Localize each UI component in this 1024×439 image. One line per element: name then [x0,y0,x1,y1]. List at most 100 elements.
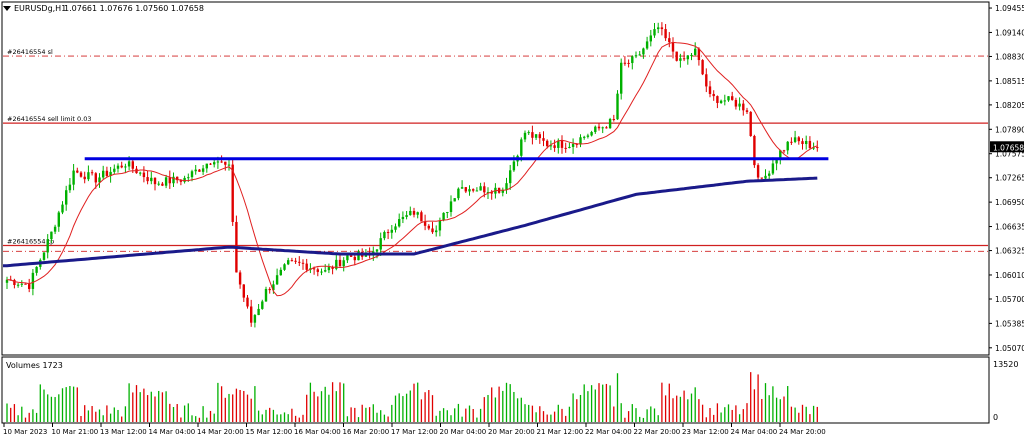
candle-body [571,143,575,147]
candle-body [801,141,804,145]
candle-body [657,27,660,30]
candle-body [250,306,253,323]
candle-body [797,137,800,142]
candle-body [560,140,564,148]
price-tick-label: 1.08205 [995,101,1024,110]
candle-body [187,177,190,179]
candle-body [16,284,20,286]
candle-body [42,252,46,260]
candle-body [697,48,701,61]
candle-body [575,143,578,145]
candle-body [131,161,134,169]
candle-body [490,192,493,194]
price-tick-label: 1.06635 [995,223,1024,232]
time-tick-label: 16 Mar 20:00 [343,428,390,436]
candle-body [279,269,282,276]
candle-body [460,187,464,189]
candle-body [620,62,623,94]
price-tick-label: 1.07265 [995,174,1024,183]
candle-body [102,170,105,178]
time-tick-label: 24 Mar 20:00 [779,428,826,436]
time-tick-label: 20 Mar 04:00 [440,428,487,436]
candle-body [512,161,516,171]
candle-body [213,162,216,165]
candle-body [686,55,689,60]
candle-body [679,58,682,61]
candle-body [109,171,112,176]
candle-body [24,283,27,285]
candle-body [705,74,708,87]
candle-body [805,140,808,145]
time-tick-label: 16 Mar 04:00 [294,428,341,436]
candle-body [712,93,715,97]
candle-body [590,132,593,136]
candle-body [756,165,760,178]
candle-body [113,168,116,172]
candle-body [446,212,449,214]
time-tick-label: 21 Mar 12:00 [537,428,584,436]
volume-max-label: 13520 [993,360,1018,369]
candle-body [205,163,208,169]
candle-body [283,264,286,270]
candle-body [731,96,734,100]
candle-body [782,150,786,152]
candle-body [708,86,712,94]
candle-body [298,261,301,263]
ma-slow-line [3,176,818,268]
candle-body [246,297,249,307]
time-axis: 10 Mar 2023 10 Mar 21:00 13 Mar 12:00 14 Ma… [3,423,826,436]
candle-body [268,288,271,291]
candle-body [120,165,123,168]
candle-body [527,132,530,134]
candle-body [201,168,205,172]
candle-body [183,177,186,182]
candle-body [231,164,234,222]
candle-body [431,228,434,233]
candle-body [375,249,379,252]
candle-body [523,132,527,140]
time-tick-label: 14 Mar 20:00 [197,428,244,436]
level-label-sell-limit: #26416554 sell limit 0.03 [7,115,92,123]
candle-body [238,272,242,285]
candle-body [379,238,382,250]
time-tick-label: 22 Mar 04:00 [585,428,632,436]
candle-body [531,132,534,138]
candle-body [190,171,194,178]
time-tick-label: 14 Mar 04:00 [149,428,196,436]
price-tick-label: 1.05070 [995,344,1024,353]
triangle-down-icon[interactable] [3,6,11,11]
candle-body [72,170,75,185]
candle-body [660,27,664,30]
candle-body [597,126,601,129]
candle-body [409,210,412,216]
candle-body [638,54,641,56]
time-tick-label: 20 Mar 20:00 [488,428,535,436]
candle-body [209,163,212,165]
candle-body [275,275,279,285]
candle-body [401,216,405,220]
candle-body [509,170,512,184]
candle-body [83,176,86,180]
candle-body [216,161,220,163]
main-pane-frame [1,1,990,356]
candle-body [116,165,120,169]
candle-body [290,260,294,262]
candle-body [87,172,90,180]
candle-body [301,262,305,264]
candle-body [127,161,131,167]
candle-body [105,170,109,176]
candle-body [423,221,427,226]
candle-body [453,198,456,202]
price-tick-label: 1.05700 [995,295,1024,304]
candle-body [349,255,353,257]
candle-body [53,226,57,232]
candle-body [564,147,567,149]
candle-body [398,219,401,227]
candle-body [79,172,83,177]
candle-body [394,226,397,230]
time-tick-label: 22 Mar 20:00 [634,428,681,436]
ohlc-label: 1.07661 1.07676 1.07560 1.07658 [64,4,204,13]
price-tick-label: 1.06950 [995,198,1024,207]
candle-body [579,137,582,145]
